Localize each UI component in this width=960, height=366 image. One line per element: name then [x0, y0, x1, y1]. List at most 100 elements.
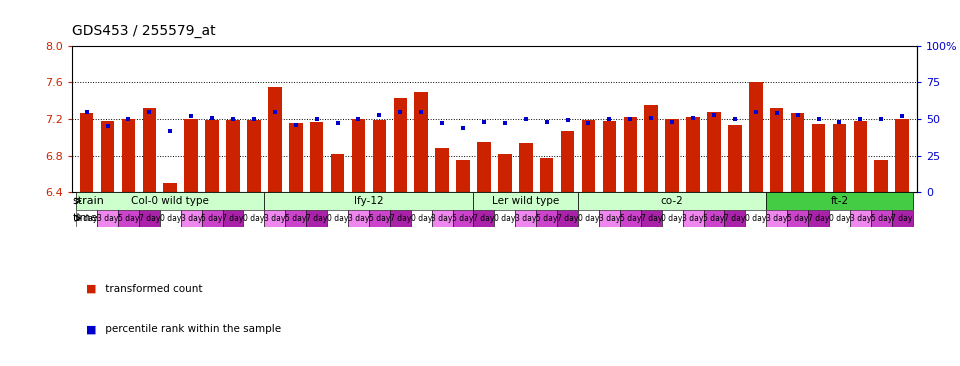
Bar [557, 210, 578, 227]
Bar [473, 210, 494, 227]
Bar [390, 210, 411, 227]
Bar [247, 120, 261, 192]
Bar [770, 108, 783, 192]
Text: 7 day: 7 day [724, 214, 746, 223]
Text: 0 day: 0 day [828, 214, 851, 223]
Bar [540, 158, 554, 192]
Text: 3 day: 3 day [264, 214, 285, 223]
Text: Col-0 wild type: Col-0 wild type [132, 196, 209, 206]
Bar [892, 210, 913, 227]
Text: 0 day: 0 day [745, 214, 766, 223]
Text: 7 day: 7 day [892, 214, 913, 223]
Text: 5 day: 5 day [202, 214, 223, 223]
Bar [561, 131, 574, 192]
Text: 3 day: 3 day [599, 214, 620, 223]
Bar [452, 210, 473, 227]
Bar [76, 210, 97, 227]
Text: 3 day: 3 day [683, 214, 704, 223]
Bar [285, 210, 306, 227]
Bar [456, 160, 469, 192]
Bar [665, 119, 679, 192]
Bar [640, 210, 661, 227]
Text: ■: ■ [86, 324, 97, 335]
Bar [205, 120, 219, 192]
Text: ft-2: ft-2 [830, 196, 849, 206]
Bar [661, 210, 683, 227]
Text: 5 day: 5 day [619, 214, 641, 223]
Text: 0 day: 0 day [76, 214, 97, 223]
Text: 7 day: 7 day [223, 214, 244, 223]
Bar [432, 210, 452, 227]
Bar [143, 108, 156, 192]
Bar [875, 160, 888, 192]
Bar [372, 120, 386, 192]
Bar [435, 148, 449, 192]
Text: Ler wild type: Ler wild type [492, 196, 560, 206]
Bar [791, 113, 804, 192]
Text: 3 day: 3 day [180, 214, 202, 223]
Text: 0 day: 0 day [327, 214, 348, 223]
Text: 0 day: 0 day [411, 214, 432, 223]
Text: 3 day: 3 day [766, 214, 787, 223]
Bar [202, 210, 223, 227]
Bar [348, 210, 369, 227]
Bar [578, 210, 599, 227]
Text: 0 day: 0 day [243, 214, 265, 223]
Bar [704, 210, 725, 227]
Bar [599, 210, 620, 227]
Bar [808, 210, 829, 227]
Text: ■: ■ [86, 284, 97, 294]
Text: 5 day: 5 day [871, 214, 892, 223]
Bar [644, 105, 658, 192]
Bar [537, 210, 557, 227]
Bar [264, 192, 473, 210]
Bar [80, 113, 93, 192]
Bar [896, 119, 909, 192]
Text: co-2: co-2 [660, 196, 684, 206]
Bar [725, 210, 745, 227]
Bar [832, 124, 846, 192]
Text: 7 day: 7 day [473, 214, 494, 223]
Text: 7 day: 7 day [640, 214, 661, 223]
Text: 7 day: 7 day [138, 214, 160, 223]
Bar [686, 117, 700, 192]
Text: 5 day: 5 day [452, 214, 473, 223]
Bar [787, 210, 808, 227]
Text: 0 day: 0 day [159, 214, 181, 223]
Bar [498, 154, 512, 192]
Bar [829, 210, 850, 227]
Text: 5 day: 5 day [787, 214, 808, 223]
Bar [812, 124, 826, 192]
Text: 7 day: 7 day [390, 214, 411, 223]
Text: 0 day: 0 day [578, 214, 599, 223]
Bar [624, 117, 637, 192]
Bar [766, 192, 913, 210]
Bar [578, 192, 766, 210]
Text: 3 day: 3 day [348, 214, 370, 223]
Text: strain: strain [72, 196, 105, 206]
Bar [163, 183, 177, 192]
Bar [327, 210, 348, 227]
Bar [519, 143, 533, 192]
Bar [76, 192, 264, 210]
Text: 3 day: 3 day [850, 214, 871, 223]
Bar [708, 112, 721, 192]
Bar [159, 210, 180, 227]
Text: 0 day: 0 day [494, 214, 516, 223]
Bar [749, 82, 762, 192]
Text: 3 day: 3 day [431, 214, 453, 223]
Bar [310, 122, 324, 192]
Bar [264, 210, 285, 227]
Bar [118, 210, 139, 227]
Bar [473, 192, 578, 210]
Bar [494, 210, 516, 227]
Text: lfy-12: lfy-12 [354, 196, 384, 206]
Bar [415, 92, 428, 192]
Bar [745, 210, 766, 227]
Bar [227, 120, 240, 192]
Text: 3 day: 3 day [516, 214, 537, 223]
Bar [850, 210, 871, 227]
Bar [122, 119, 135, 192]
Bar [766, 210, 787, 227]
Text: 5 day: 5 day [704, 214, 725, 223]
